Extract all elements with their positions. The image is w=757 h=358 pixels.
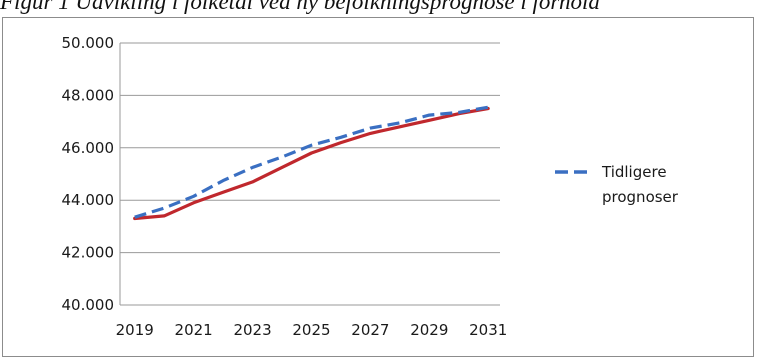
x-tick-label: 2029: [410, 321, 448, 339]
y-tick-label: 44.000: [62, 191, 115, 209]
x-axis-ticks: 2019 2021 2023 2025 2027 2029 2031: [116, 321, 508, 339]
figure-caption: Figur 1 Udvikling i folketal ved ny befo…: [0, 0, 600, 14]
legend: Tidligere prognoser: [555, 163, 679, 206]
x-tick-label: 2023: [233, 321, 271, 339]
legend-label-line1: Tidligere: [601, 163, 667, 181]
y-tick-label: 42.000: [62, 244, 115, 262]
series-lines: [133, 105, 490, 221]
y-tick-label: 50.000: [62, 34, 115, 52]
line-chart: 40.000 42.000 44.000 46.000 48.000 50.000 201…: [62, 34, 679, 339]
x-tick-label: 2019: [116, 321, 154, 339]
chart-frame: 40.000 42.000 44.000 46.000 48.000 50.000 201…: [2, 17, 754, 357]
x-tick-label: 2031: [469, 321, 507, 339]
series-line-old: [134, 105, 489, 219]
x-tick-label: 2025: [292, 321, 330, 339]
legend-label-line2: prognoser: [602, 188, 679, 206]
gridlines: [120, 42, 500, 306]
y-tick-label: 46.000: [62, 139, 115, 157]
y-axis-ticks: 40.000 42.000 44.000 46.000 48.000 50.000: [62, 34, 115, 314]
y-tick-label: 40.000: [62, 296, 115, 314]
x-tick-label: 2027: [351, 321, 389, 339]
x-tick-label: 2021: [175, 321, 213, 339]
y-tick-label: 48.000: [62, 86, 115, 104]
series-line-new: [133, 106, 490, 221]
